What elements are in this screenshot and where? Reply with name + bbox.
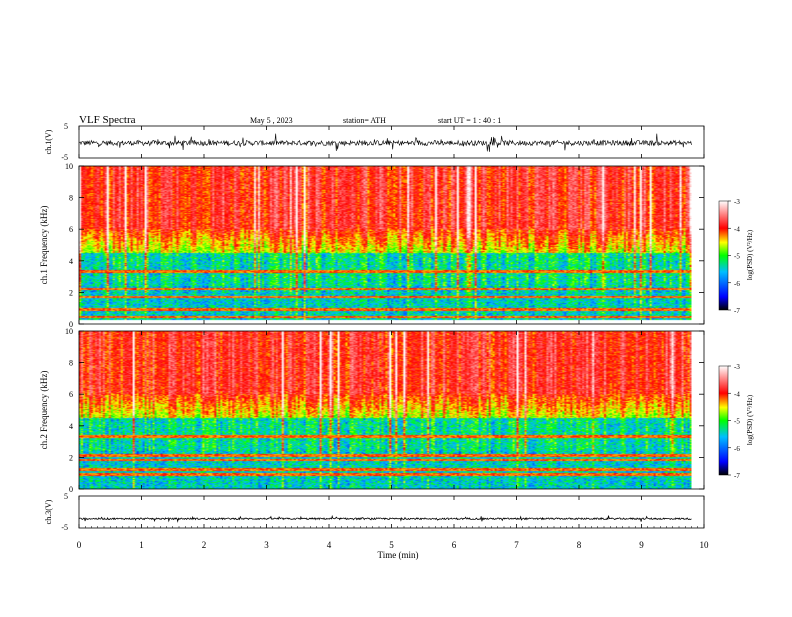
colorbar-tick-label: -7 (734, 472, 740, 480)
ytick-label: 4 (69, 257, 73, 266)
xtick-label: 7 (514, 540, 519, 550)
ytick-label: 4 (69, 422, 73, 431)
station-label: station= ATH (343, 116, 386, 125)
ytick-label: 0 (69, 485, 73, 494)
ch1-colorbar (718, 200, 729, 311)
ytick-label: 10 (65, 327, 73, 336)
ch1-spectrogram-ylabel: ch.1 Frequency (kHz) (39, 206, 49, 285)
xtick-label: 2 (202, 540, 207, 550)
colorbar-tick-label: -5 (734, 418, 740, 426)
xtick-label: 6 (452, 540, 457, 550)
colorbar-tick-label: -5 (734, 253, 740, 261)
ytick-label: 2 (69, 288, 73, 297)
ch1-waveform-ylabel: ch.1(V) (44, 129, 53, 154)
ytick-label: 10 (65, 162, 73, 171)
colorbar-tick-label: -4 (734, 390, 740, 398)
ytick-label: 8 (69, 359, 73, 368)
colorbar-tick-label: -3 (734, 363, 740, 371)
xtick-label: 0 (77, 540, 82, 550)
ch1-yticks: 0 2 4 6 8 10 (65, 162, 704, 329)
ch1-spectrogram-image (79, 166, 692, 324)
ch2-spectrogram-ylabel: ch.2 Frequency (kHz) (39, 371, 49, 450)
figure-title: VLF Spectra (79, 114, 136, 126)
ch2-yticks: 0 2 4 6 8 10 (65, 327, 704, 494)
ch2-colorbar-ticks: -3 -4 -5 -6 -7 (728, 363, 740, 480)
ch1-colorbar-ticks: -3 -4 -5 -6 -7 (728, 198, 740, 315)
colorbar-tick-label: -6 (734, 445, 740, 453)
xtick-label: 10 (700, 540, 710, 550)
x-axis-label: Time (min) (378, 550, 419, 560)
ch2-colorbar (718, 365, 729, 476)
colorbar-tick-label: -7 (734, 307, 740, 315)
xtick-label: 4 (327, 540, 332, 550)
colorbar-tick-label: -6 (734, 280, 740, 288)
ch3-ytick-bottom: -5 (61, 523, 68, 532)
xtick-label: 8 (577, 540, 582, 550)
date-label: May 5 , 2023 (250, 116, 293, 125)
xtick-label: 3 (264, 540, 269, 550)
ytick-label: 0 (69, 320, 73, 329)
xtick-label: 9 (639, 540, 644, 550)
ytick-label: 6 (69, 390, 73, 399)
ytick-label: 8 (69, 194, 73, 203)
ch1-waveform-panel: 5 -5 ch.1(V) (44, 122, 705, 162)
colorbar-tick-label: -3 (734, 198, 740, 206)
ch1-waveform-trace (78, 133, 692, 152)
ytick-label: 2 (69, 453, 73, 462)
ch2-colorbar-label: log(PSD) (V²/Hz) (746, 394, 754, 445)
ch1-ytick-top: 5 (64, 122, 68, 131)
start-time-label: start UT = 1 : 40 : 1 (438, 116, 501, 125)
ch2-spectrogram-image (79, 331, 692, 489)
xtick-label: 1 (139, 540, 144, 550)
ch3-waveform-trace (78, 514, 692, 523)
ch1-ytick-bottom: -5 (61, 153, 68, 162)
ch3-waveform-ylabel: ch.3(V) (44, 499, 53, 524)
x-axis-ticks: 0 1 2 3 4 5 6 7 8 9 10 (77, 126, 709, 550)
xtick-label: 5 (389, 540, 394, 550)
ytick-label: 6 (69, 225, 73, 234)
colorbar-tick-label: -4 (734, 225, 740, 233)
ch3-ytick-top: 5 (64, 492, 68, 501)
ch3-waveform-panel: 5 -5 ch.3(V) (44, 492, 705, 532)
ch1-colorbar-label: log(PSD) (V²/Hz) (746, 229, 754, 280)
ch3-frame (78, 495, 705, 529)
